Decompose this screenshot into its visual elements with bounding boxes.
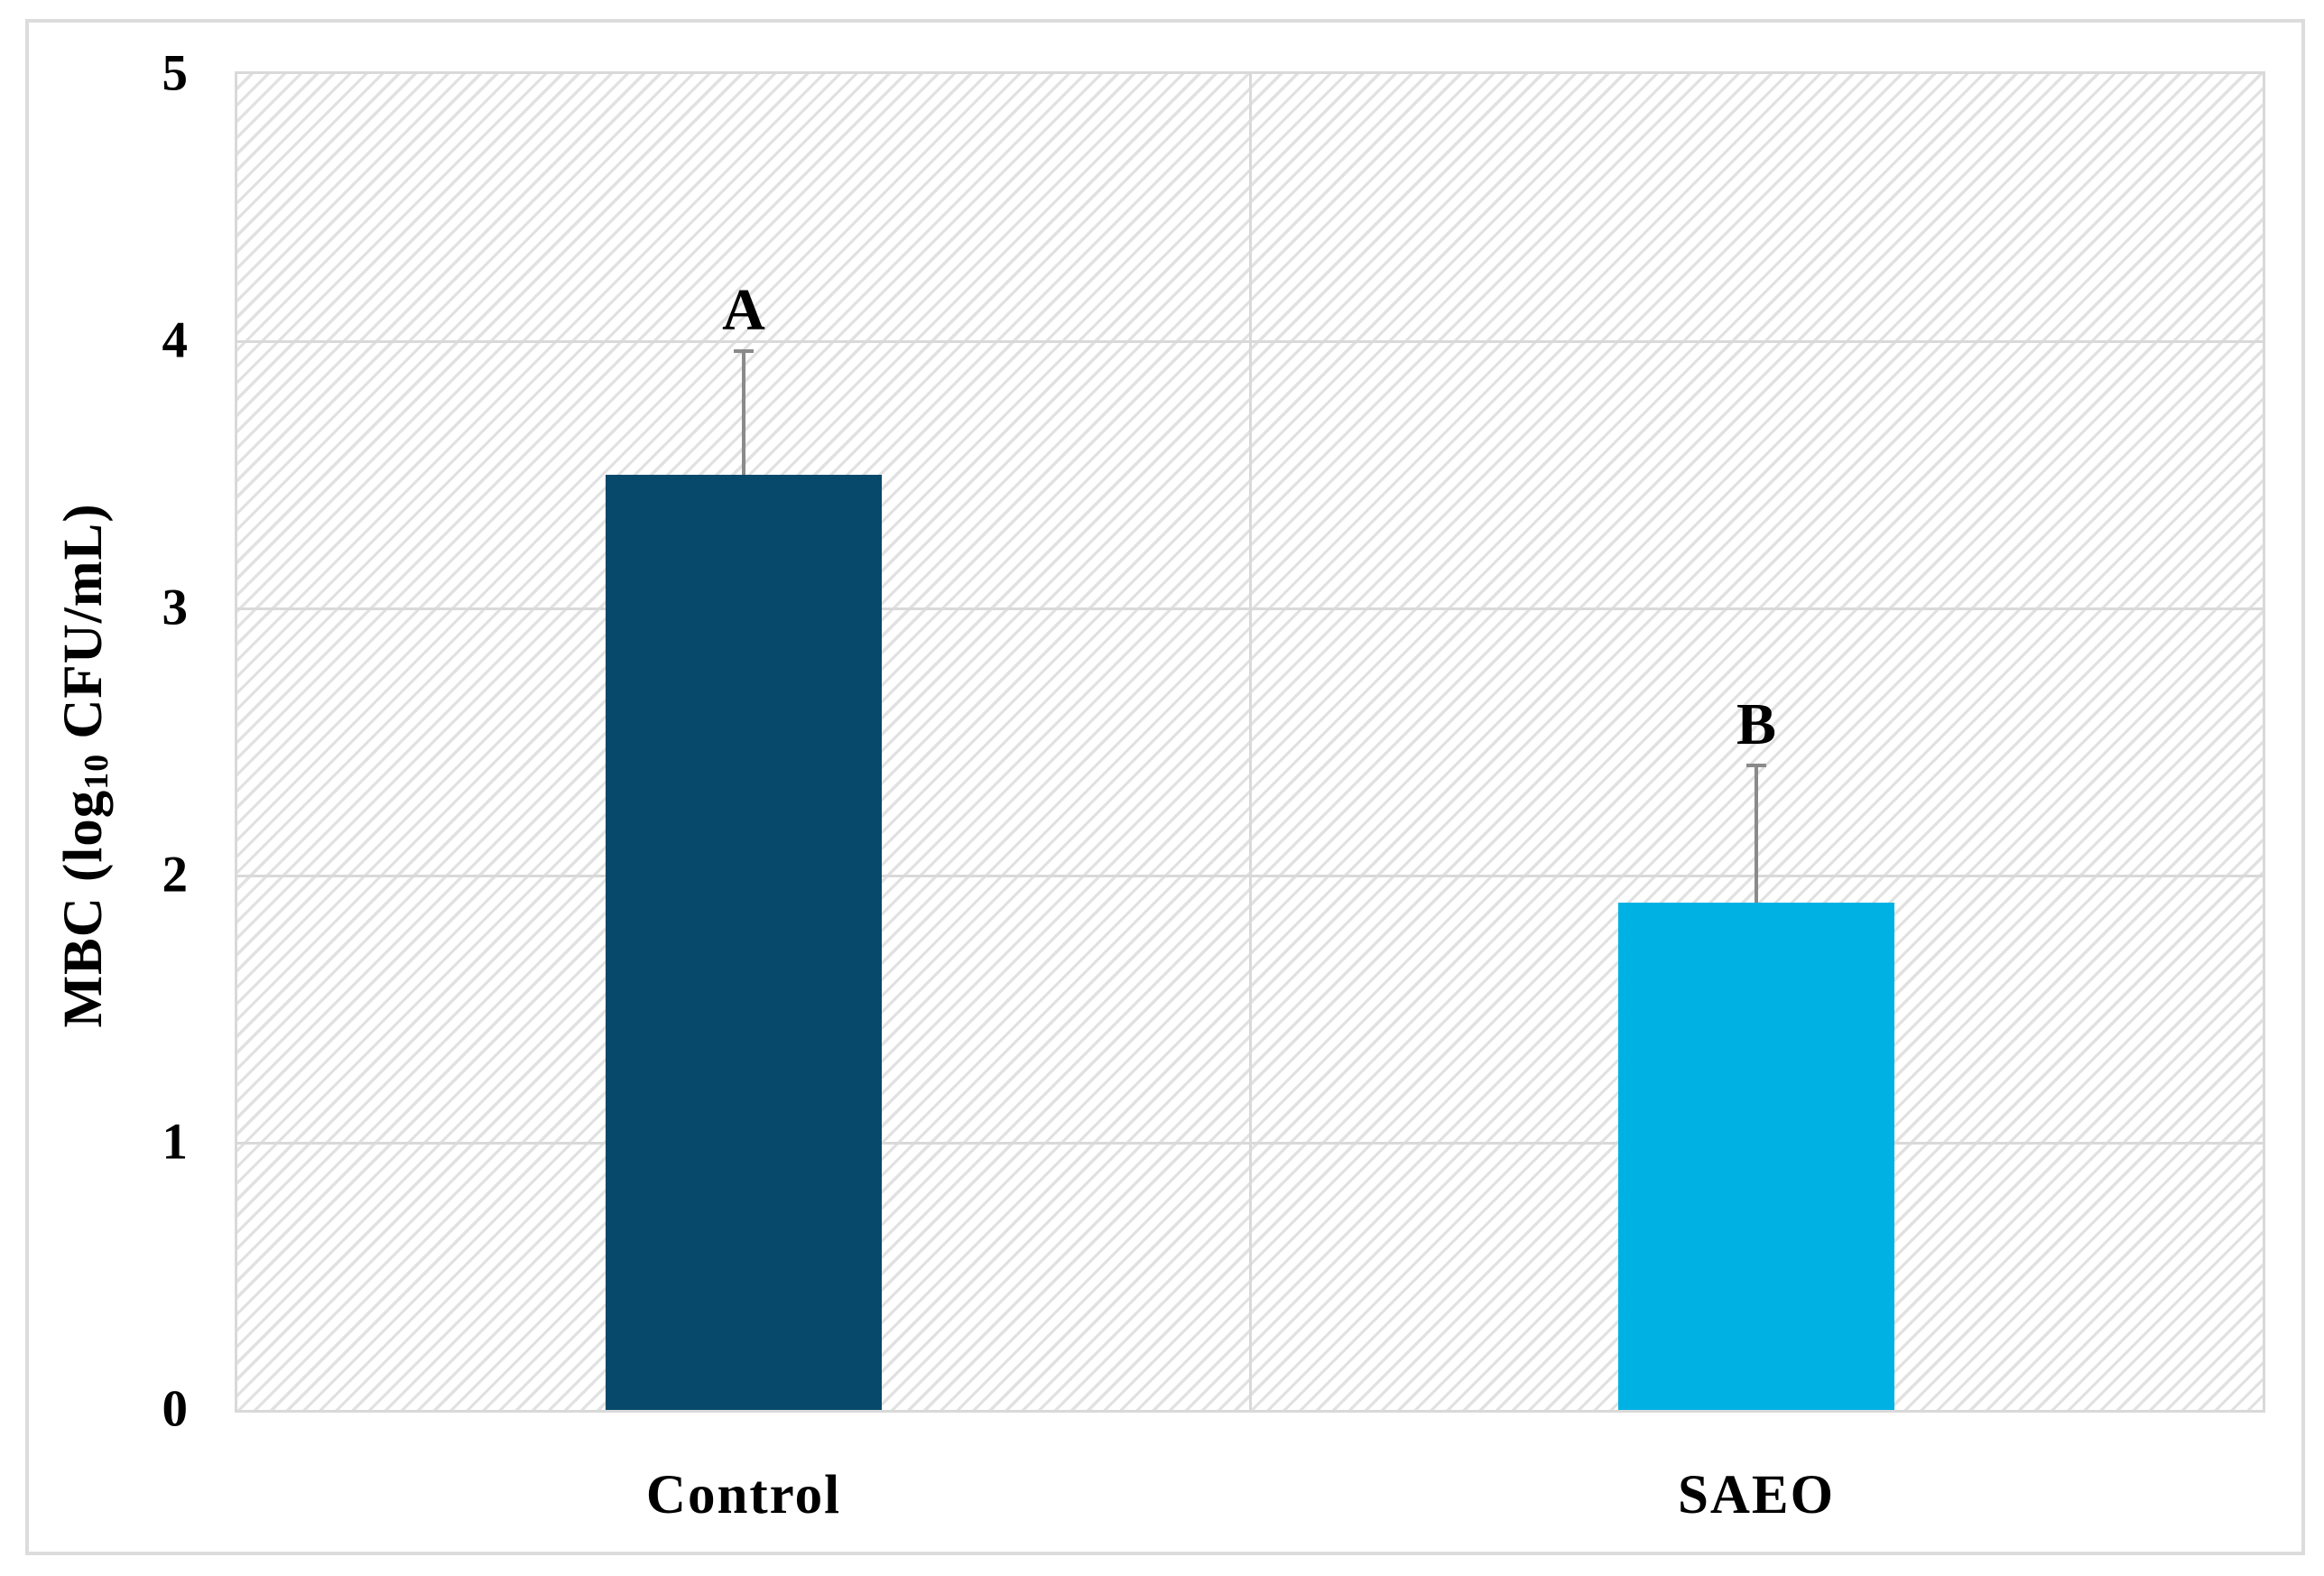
y-tick-label-1: 1 (162, 1113, 189, 1171)
significance-label-a: A (722, 276, 765, 343)
y-tick-label-2: 2 (162, 846, 189, 904)
x-category-label-control: Control (645, 1465, 842, 1525)
x-category-label-saeo: SAEO (1677, 1465, 1836, 1525)
figure-border (25, 19, 2305, 1555)
y-axis-tick-labels: 0 1 2 3 4 5 (0, 0, 189, 1576)
y-tick-label-5: 5 (162, 44, 189, 102)
error-bar-saeo (1755, 763, 1758, 903)
gridline-category-divider (1248, 74, 1252, 1410)
significance-label-b: B (1736, 691, 1777, 757)
y-tick-label-4: 4 (162, 311, 189, 369)
error-bar-cap-saeo (1746, 763, 1766, 767)
y-tick-label-0: 0 (162, 1380, 189, 1438)
y-tick-label-3: 3 (162, 579, 189, 636)
bar-saeo[interactable] (1618, 902, 1894, 1410)
bar-control[interactable] (606, 475, 882, 1410)
error-bar-cap-control (734, 348, 754, 353)
error-bar-control (742, 348, 745, 475)
